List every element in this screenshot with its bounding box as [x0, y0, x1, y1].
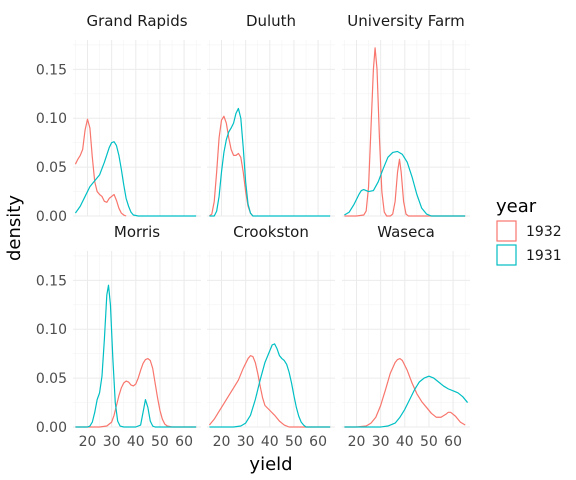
legend-label-1931: 1931 — [526, 248, 562, 264]
density-line-1932 — [344, 357, 466, 428]
legend: year 1932 1931 — [496, 196, 562, 266]
y-tick-label: 0.15 — [36, 62, 67, 78]
x-tick-label: 60 — [444, 434, 462, 450]
x-tick-label: 20 — [79, 434, 97, 450]
x-tick-label: 50 — [151, 434, 169, 450]
density-line-1931 — [74, 141, 197, 217]
y-tick-label: 0.05 — [36, 160, 67, 176]
legend-key-1931 — [496, 244, 517, 266]
density-line-1931 — [344, 375, 469, 428]
x-tick-label: 40 — [127, 434, 145, 450]
y-tick-label: 0.10 — [36, 322, 67, 338]
x-tick-label: 30 — [372, 434, 390, 450]
panel-university-farm: University Farm — [342, 12, 470, 217]
facet-strip-label: Crookston — [233, 223, 309, 241]
density-line-1931 — [75, 284, 197, 428]
y-tick-label: 0.10 — [36, 111, 67, 127]
x-axis-title: yield — [249, 454, 292, 475]
legend-title: year — [496, 196, 537, 217]
panel-duluth: Duluth — [207, 12, 335, 217]
density-line-1931 — [209, 343, 331, 428]
legend-key-1932 — [496, 220, 517, 242]
density-line-1932 — [74, 118, 127, 217]
x-tick-label: 30 — [237, 434, 255, 450]
density-line-1931 — [344, 150, 466, 217]
panel-waseca: Waseca 20 30 40 50 60 — [342, 223, 470, 450]
x-tick-label: 60 — [309, 434, 327, 450]
x-tick-label: 60 — [175, 434, 193, 450]
x-tick-label: 50 — [420, 434, 438, 450]
x-tick-label: 40 — [396, 434, 414, 450]
x-tick-label: 20 — [348, 434, 366, 450]
density-line-1932 — [208, 355, 331, 428]
density-line-1932 — [209, 115, 254, 217]
y-tick-label: 0.05 — [36, 371, 67, 387]
facet-strip-label: Duluth — [246, 12, 296, 30]
x-tick-label: 30 — [103, 434, 121, 450]
density-line-1931 — [209, 107, 331, 217]
y-tick-label: 0.15 — [36, 273, 67, 289]
facet-strip-label: Waseca — [377, 223, 435, 241]
y-axis-title: density — [4, 195, 25, 261]
density-line-1932 — [75, 357, 197, 428]
x-tick-label: 20 — [213, 434, 231, 450]
facet-strip-label: Morris — [114, 223, 160, 241]
facet-strip-label: University Farm — [347, 12, 464, 30]
density-line-1932 — [344, 47, 466, 217]
x-tick-label: 40 — [261, 434, 279, 450]
panel-morris: Morris 0.00 0.05 0.10 0.15 20 30 40 50 60 — [36, 223, 201, 450]
y-tick-label: 0.00 — [36, 209, 67, 225]
legend-label-1932: 1932 — [526, 224, 562, 240]
x-tick-label: 50 — [285, 434, 303, 450]
panel-crookston: Crookston 20 30 40 50 60 — [207, 223, 335, 450]
y-tick-label: 0.00 — [36, 420, 67, 436]
panel-grand-rapids: Grand Rapids 0.00 0.05 0.10 0.15 — [36, 12, 201, 225]
facet-strip-label: Grand Rapids — [86, 12, 187, 30]
